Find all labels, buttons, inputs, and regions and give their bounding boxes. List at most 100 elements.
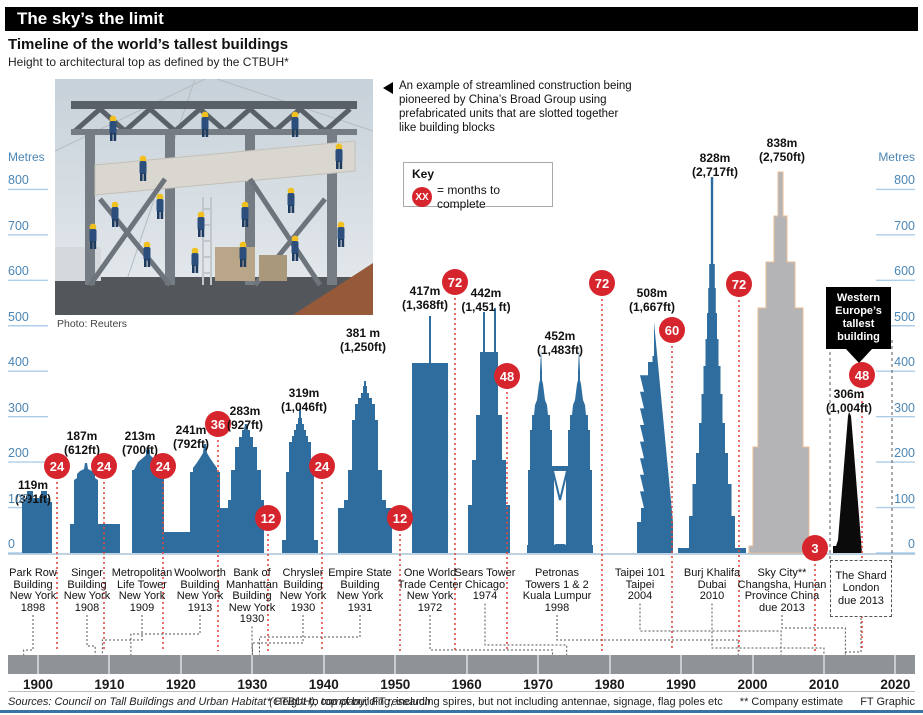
height-label-met_life: 213m (700ft): [121, 429, 159, 457]
petronas-skybridge: [552, 466, 568, 471]
leader-line-wtc: [429, 615, 553, 656]
annotation-text: An example of streamlined construction b…: [399, 80, 632, 134]
photo-caption: Photo: Reuters: [57, 318, 128, 330]
decade-tick-1900: [37, 655, 39, 674]
worker-figure: [197, 211, 205, 237]
decade-tick-1990: [680, 655, 683, 674]
y-tick-label-left: 500: [8, 309, 29, 324]
name-label-chrysler: Chrysler Building New York 1930: [279, 567, 327, 614]
year-label-2000: 2000: [737, 677, 768, 692]
leader-line-empire_state: [258, 615, 361, 656]
leader-line-park_row: [23, 615, 34, 656]
petronas-base: [548, 544, 572, 553]
decade-tick-2020: [894, 655, 897, 674]
months-badge-wtc: 72: [442, 269, 468, 295]
months-badge-shard: 48: [849, 362, 875, 388]
name-label-sears: Sears Tower Chicago 1974: [454, 567, 516, 602]
steel-frame: [71, 101, 357, 287]
footnotes: * Height to top of building, including s…: [267, 696, 915, 708]
year-label-2010: 2010: [808, 677, 839, 692]
footnote-height: * Height to top of building, including s…: [267, 696, 723, 708]
footnote-estimate: ** Company estimate: [739, 696, 844, 708]
y-axis-unit-right: Metres: [878, 150, 915, 164]
y-axis-unit-left: Metres: [8, 150, 45, 164]
year-label-2020: 2020: [880, 677, 911, 692]
leader-line-chrysler: [251, 615, 304, 656]
worker-figure: [191, 247, 199, 273]
year-label-1910: 1910: [94, 677, 125, 692]
name-label-petronas: Petronas Towers 1 & 2 Kuala Lumpur 1998: [522, 567, 592, 614]
building-empire-state: [338, 381, 392, 553]
worker-figure: [291, 235, 299, 261]
year-label-1940: 1940: [308, 677, 339, 692]
height-label-bank_manhattan: 283m (927ft): [226, 404, 264, 432]
legend-text: = months to complete: [437, 183, 501, 211]
building-chrysler: [282, 409, 318, 553]
y-tick-label-left: 800: [8, 173, 29, 188]
building-burj-khalifa: [689, 177, 735, 553]
dirt-pile: [293, 263, 373, 315]
decade-tick-1910: [108, 655, 111, 674]
leader-line-sears: [484, 603, 568, 656]
construction-photo: [55, 79, 373, 315]
name-label-singer: Singer Building New York 1908: [63, 567, 111, 614]
name-label-taipei: Taipei 101 Taipei 2004: [614, 567, 666, 602]
worker-figure: [239, 241, 247, 267]
y-tick-label-left: 300: [8, 400, 29, 415]
building-the-shard: [833, 412, 862, 553]
height-label-shard: 306m (1,004ft): [825, 387, 873, 415]
chart-subtitle: Timeline of the world’s tallest building…: [8, 36, 289, 53]
ft-credit: FT Graphic: [860, 696, 915, 708]
decade-tick-1940: [322, 655, 325, 674]
building-one-world-trade: [412, 363, 448, 553]
title-bar: The sky’s the limit: [5, 7, 918, 31]
building-park-row: [22, 491, 52, 553]
y-tick-label-left: 700: [8, 218, 29, 233]
worker-figure: [111, 201, 119, 227]
y-tick-label-right: 100: [894, 491, 915, 506]
name-label-met_life: Metropolitan Life Tower New York 1909: [111, 567, 173, 614]
name-label-sky_city: Sky City** Changsha, Hunan Province Chin…: [737, 567, 827, 614]
annotation-arrow-icon: [383, 82, 393, 94]
y-tick-label-left: 400: [8, 355, 29, 370]
western-europe-banner: Western Europe’s tallest building: [826, 287, 891, 349]
worker-figure: [109, 115, 117, 141]
sources-text: Sources: Council on Tall Buildings and U…: [8, 696, 431, 708]
building-bank-of-manhattan: [228, 424, 264, 553]
y-tick-label-right: 300: [894, 400, 915, 415]
height-label-petronas: 452m (1,483ft): [536, 329, 584, 357]
building-sky-city: [748, 171, 814, 554]
y-tick-label-right: 600: [894, 264, 915, 279]
year-label-1980: 1980: [594, 677, 625, 692]
burj-base: [678, 548, 746, 553]
height-label-sky_city: 838m (2,750ft): [758, 136, 806, 164]
months-badge-park_row: 24: [44, 453, 70, 479]
chart-note: Height to architectural top as defined b…: [8, 55, 289, 69]
y-tick-label-right: 500: [894, 309, 915, 324]
worker-figure: [241, 201, 249, 227]
y-tick-label-right: 0: [908, 537, 915, 551]
year-label-1950: 1950: [380, 677, 411, 692]
y-tick-label-right: 700: [894, 218, 915, 233]
name-label-burj: Burj Khalifa Dubai 2010: [683, 567, 741, 602]
leader-line-singer: [86, 615, 96, 656]
decade-tick-1970: [537, 655, 540, 674]
months-badge-singer: 24: [91, 453, 117, 479]
worker-figure: [201, 111, 209, 137]
bottom-border: [0, 710, 923, 713]
petronas-skybridge-legs: [552, 470, 568, 501]
y-tick-label-left: 0: [8, 537, 15, 551]
height-label-park_row: 119m (391ft): [14, 478, 52, 506]
decade-tick-1980: [608, 655, 611, 674]
height-label-sears: 442m (1,451 ft): [461, 286, 511, 314]
name-label-wtc: One World Trade Center New York 1972: [397, 567, 463, 614]
year-label-1930: 1930: [237, 677, 268, 692]
leader-line-taipei: [639, 603, 782, 656]
months-badge-icon: XX: [412, 187, 432, 207]
height-label-burj: 828m (2,717ft): [691, 151, 739, 179]
building-woolworth: [186, 444, 240, 553]
decade-tick-1920: [179, 655, 182, 674]
name-label-park_row: Park Row Building New York 1898: [9, 567, 57, 614]
year-label-1960: 1960: [451, 677, 482, 692]
legend-key-box: Key XX = months to complete: [403, 162, 553, 211]
